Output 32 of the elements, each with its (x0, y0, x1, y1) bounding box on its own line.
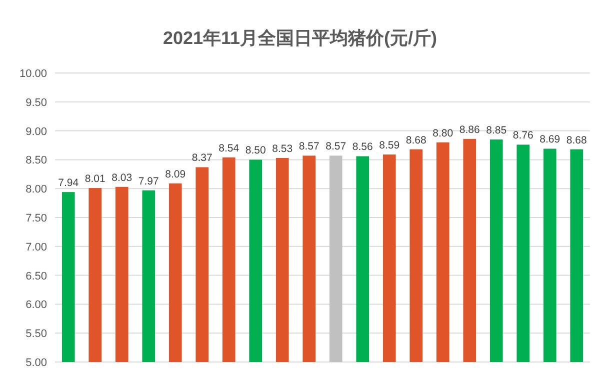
data-label: 8.56 (352, 141, 374, 154)
y-tick-label: 9.00 (26, 126, 47, 138)
data-label: 8.57 (298, 140, 320, 153)
y-tick-label: 8.00 (26, 184, 47, 196)
data-label: 7.94 (58, 177, 79, 190)
y-tick-label: 9.50 (26, 96, 47, 109)
data-label: 8.03 (112, 172, 132, 184)
y-tick-label: 6.00 (26, 299, 47, 312)
data-label: 8.80 (432, 127, 454, 140)
y-tick-label: 7.00 (26, 241, 47, 254)
y-tick-label: 8.50 (26, 154, 47, 167)
data-label: 8.85 (486, 124, 507, 136)
y-tick-label: 6.50 (26, 270, 47, 282)
data-label: 8.54 (218, 142, 240, 154)
data-label: 8.37 (192, 152, 213, 164)
data-label: 8.69 (540, 134, 560, 146)
data-label: 8.57 (326, 140, 346, 153)
chart-title: 2021年11月全国日平均猪价(元/斤) (162, 28, 438, 48)
data-label: 8.53 (272, 142, 293, 155)
y-tick-label: 10.00 (19, 68, 47, 80)
y-tick-label: 5.50 (26, 328, 47, 340)
data-label: 8.86 (459, 124, 480, 136)
data-label: 8.09 (165, 168, 186, 180)
data-label: 8.01 (84, 173, 106, 186)
data-label: 7.97 (138, 175, 160, 188)
data-label: 8.59 (379, 140, 400, 152)
data-label: 8.76 (512, 130, 534, 142)
data-label: 8.68 (566, 134, 588, 146)
data-label: 8.50 (245, 144, 266, 157)
y-tick-label: 5.00 (26, 357, 47, 369)
data-label: 8.68 (406, 134, 427, 146)
y-tick-label: 7.50 (26, 212, 47, 224)
